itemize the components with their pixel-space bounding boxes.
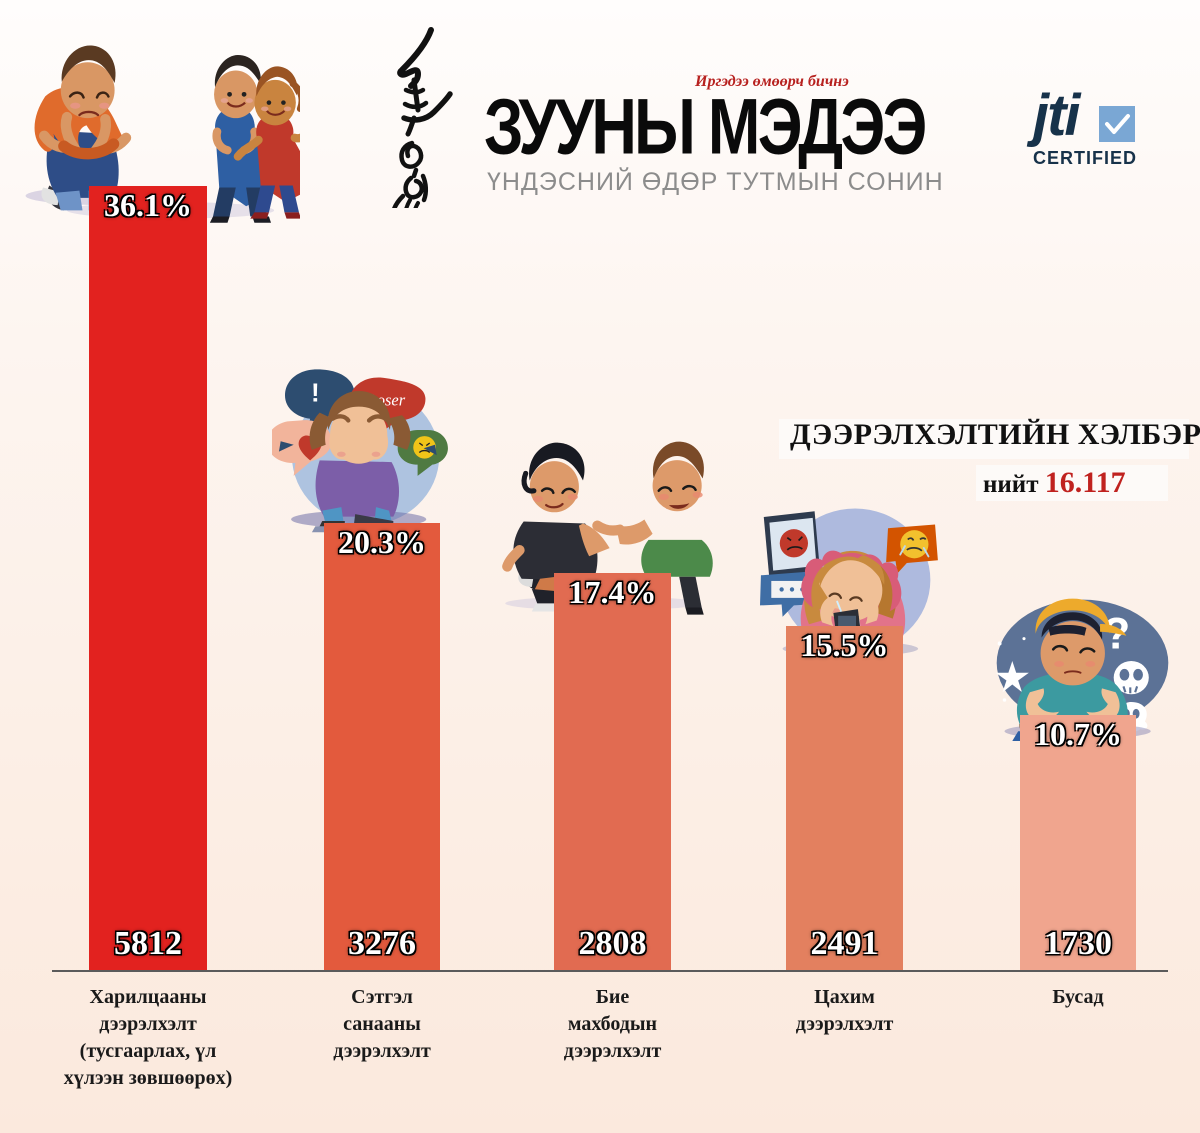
svg-text:!: ! xyxy=(311,377,320,407)
